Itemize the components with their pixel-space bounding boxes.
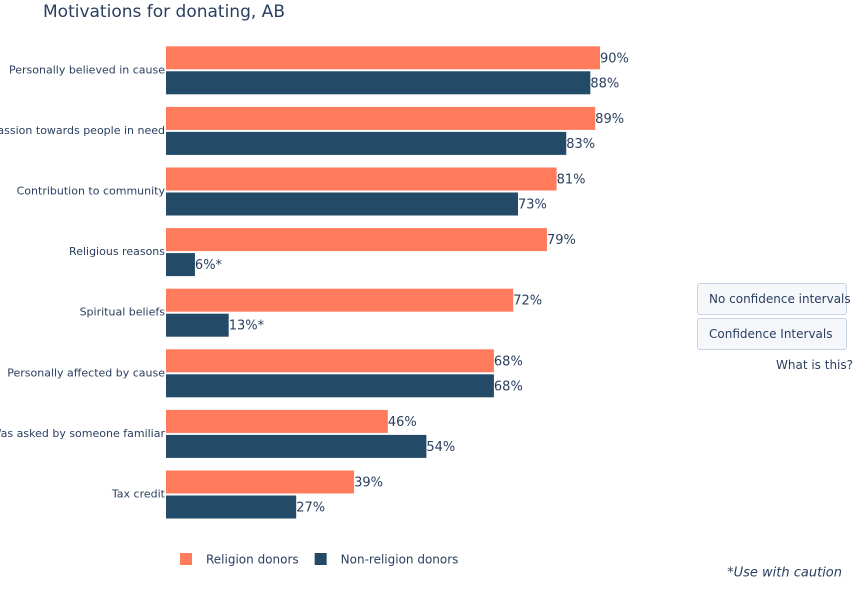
button[interactable]: Confidence Intervals [697,318,847,350]
data-label: 73% [518,198,547,213]
bar [166,46,600,70]
data-label: 68% [494,379,523,394]
bar [166,434,427,458]
y-tick-label: Compassion towards people in need [0,124,165,137]
data-label: 81% [557,173,586,188]
y-tick-label: Personally believed in cause [9,63,165,76]
data-label: 39% [354,476,383,491]
data-label: 13%* [229,319,265,334]
bar [166,253,195,277]
bar [166,495,297,519]
data-label: 90% [600,51,629,66]
legend-swatch [314,553,327,565]
bar [166,470,355,494]
bar [166,228,547,252]
data-label: 27% [296,501,325,516]
y-tick-label: Contribution to community [17,185,166,198]
data-label: 89% [595,112,624,127]
data-label: 54% [426,440,455,455]
y-tick-label: Personally affected by cause [7,366,165,379]
help-link[interactable]: What is this? [776,358,854,372]
y-tick-label: Was asked by someone familiar [0,427,165,440]
bar [166,374,494,398]
bar [166,167,557,191]
data-label: 88% [590,76,619,91]
y-tick-label: Religious reasons [69,245,165,258]
bar [166,106,596,130]
legend-swatch [180,553,192,565]
legend-label: Non-religion donors [341,553,459,567]
bar [166,71,591,95]
bar [166,313,229,337]
chart-title: Motivations for donating, AB [43,2,285,22]
data-label: 6%* [195,258,223,273]
bar [166,349,494,373]
data-label: 79% [547,233,576,248]
legend-label: Religion donors [206,553,299,567]
footnote: *Use with caution [727,566,842,581]
y-tick-label: Tax credit [111,488,166,501]
button[interactable]: No confidence intervals [697,283,851,315]
data-label: 46% [388,415,417,430]
data-label: 83% [566,137,595,152]
data-label: 68% [494,354,523,369]
bar [166,192,519,216]
bar [166,131,567,155]
bar [166,288,514,312]
data-label: 72% [513,294,542,309]
bar [166,409,388,433]
y-tick-label: Spiritual beliefs [80,306,166,319]
